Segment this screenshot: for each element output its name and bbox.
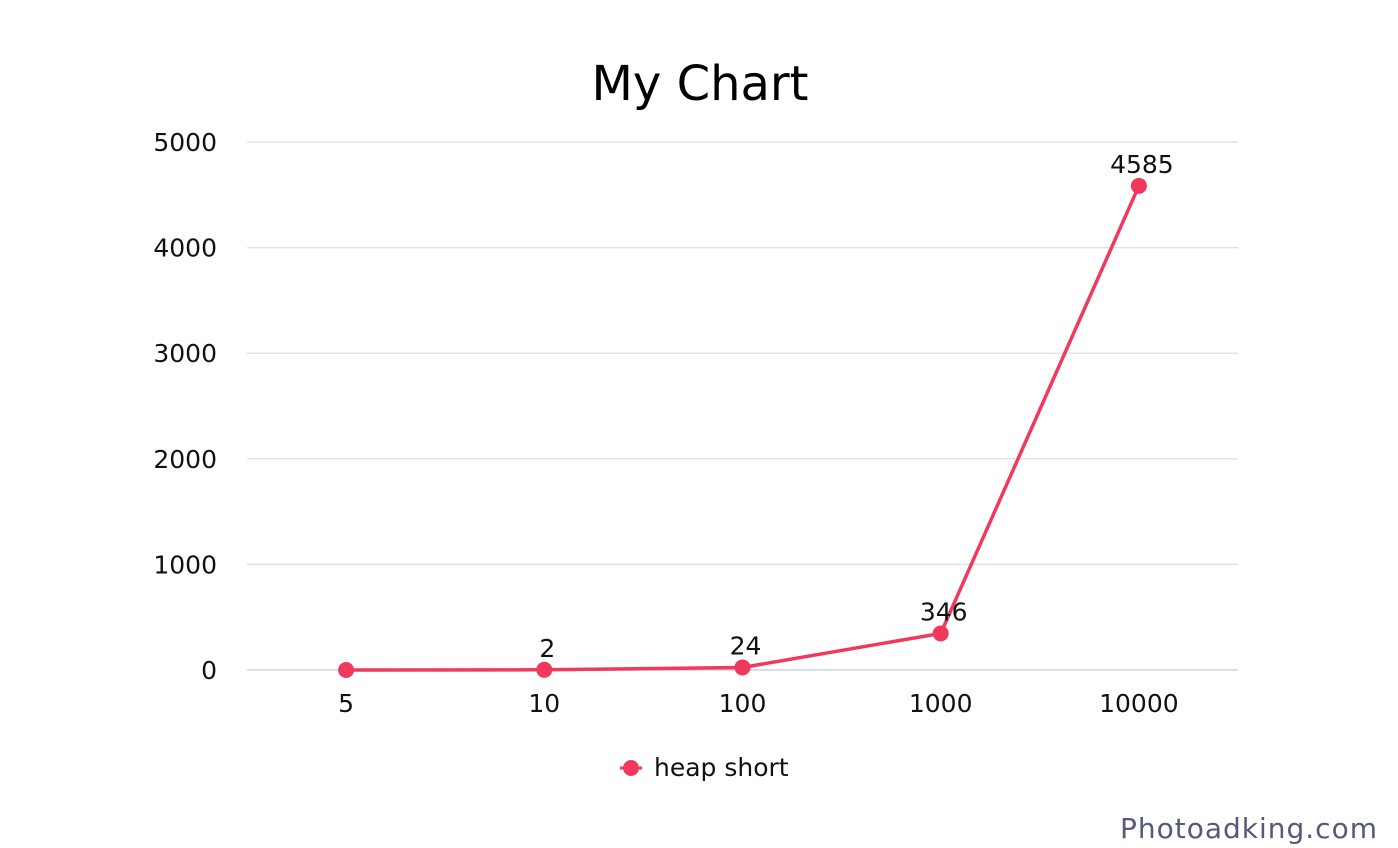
y-tick-label: 4000 — [153, 234, 217, 263]
data-label: 346 — [920, 597, 968, 626]
data-label: 2 — [539, 634, 555, 663]
chart-title: My Chart — [592, 56, 809, 112]
legend-dot-marker — [623, 760, 639, 776]
y-tick-label: 3000 — [153, 339, 217, 368]
data-point — [1130, 177, 1147, 194]
watermark: Photoadking.com — [1120, 812, 1378, 845]
y-axis-ticks: 0 1000 2000 3000 4000 5000 — [153, 128, 217, 685]
x-tick-label: 5 — [338, 689, 354, 718]
series-layer — [338, 177, 1147, 678]
data-label: 24 — [730, 631, 762, 660]
x-tick-label: 10000 — [1099, 689, 1179, 718]
data-label: 4585 — [1110, 150, 1174, 179]
y-tick-label: 5000 — [153, 128, 217, 157]
data-point — [536, 661, 553, 678]
legend-label: heap short — [654, 753, 789, 782]
data-point — [338, 662, 355, 678]
y-tick-label: 1000 — [153, 550, 217, 579]
y-tick-label: 2000 — [153, 445, 217, 474]
x-tick-label: 100 — [719, 689, 767, 718]
data-labels: 2 24 346 4585 — [539, 150, 1173, 663]
data-point — [932, 625, 949, 642]
data-point — [734, 659, 751, 676]
series-line-heap-short — [344, 184, 1141, 672]
x-tick-label: 10 — [528, 689, 560, 718]
legend[interactable]: heap short — [620, 753, 789, 782]
y-tick-label: 0 — [201, 656, 217, 685]
x-tick-label: 1000 — [909, 689, 973, 718]
x-axis-ticks: 5 10 100 1000 10000 — [338, 689, 1179, 718]
grid — [247, 141, 1238, 671]
